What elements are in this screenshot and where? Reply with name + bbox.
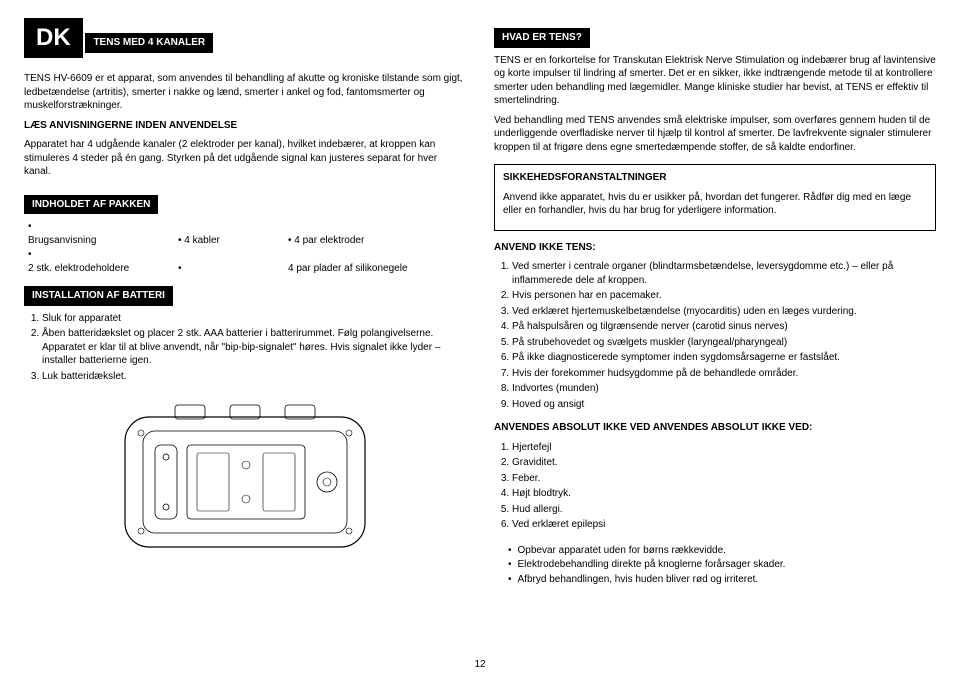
do-not-use-list: Ved smerter i centrale organer (blindtar… (494, 260, 936, 411)
dont-3: Ved erklæret hjertemuskelbetændelse (myo… (512, 305, 936, 319)
heading-do-not-use: ANVEND IKKE TENS: (494, 241, 936, 255)
heading-what-is-tens: HVAD ER TENS? (494, 28, 590, 48)
contents-r2c3: 4 par plader af silikonegele (288, 262, 466, 276)
left-column: DK TENS MED 4 KANALER TENS HV-6609 er et… (24, 18, 466, 587)
dont-4: På halspulsåren og tilgrænsende nerver (… (512, 320, 936, 334)
install-step-3: Luk batteridækslet. (42, 370, 466, 384)
heading-battery-install: INSTALLATION AF BATTERI (24, 286, 173, 306)
abs-3: Feber. (512, 472, 936, 486)
right-column: HVAD ER TENS? TENS er en forkortelse for… (494, 18, 936, 587)
contents-r2c1: 2 stk. elektrodeholdere (28, 262, 178, 276)
device-svg (115, 397, 375, 557)
extra-1: Opbevar apparatet uden for børns rækkevi… (508, 544, 936, 558)
dont-1: Ved smerter i centrale organer (blindtar… (512, 260, 936, 287)
safety-text: Anvend ikke apparatet, hvis du er usikke… (503, 191, 927, 218)
what-paragraph-1: TENS er en forkortelse for Transkutan El… (494, 54, 936, 108)
safety-box: SIKKEHEDSFORANSTALTNINGER Anvend ikke ap… (494, 164, 936, 231)
extra-2: Elektrodebehandling direkte på knoglerne… (508, 558, 936, 572)
install-steps: Sluk for apparatet Åben batteridækslet o… (24, 312, 466, 384)
read-instructions-heading: LÆS ANVISNINGERNE INDEN ANVENDELSE (24, 119, 466, 133)
dont-6: På ikke diagnosticerede symptomer inden … (512, 351, 936, 365)
dont-7: Hvis der forekommer hudsygdomme på de be… (512, 367, 936, 381)
extra-3: Afbryd behandlingen, hvis huden bliver r… (508, 573, 936, 587)
page-number: 12 (474, 658, 485, 672)
dont-2: Hvis personen har en pacemaker. (512, 289, 936, 303)
heading-tens-4-channels: TENS MED 4 KANALER (85, 33, 213, 53)
device-illustration (24, 397, 466, 562)
heading-package-contents: INDHOLDET AF PAKKEN (24, 195, 158, 215)
install-step-1: Sluk for apparatet (42, 312, 466, 326)
abs-5: Hud allergi. (512, 503, 936, 517)
abs-1: Hjertefejl (512, 441, 936, 455)
intro-paragraph: TENS HV-6609 er et apparat, som anvendes… (24, 72, 466, 113)
abs-2: Graviditet. (512, 456, 936, 470)
contents-r2c2: • (178, 262, 288, 276)
heading-absolutely-not: ANVENDES ABSOLUT IKKE VED ANVENDES ABSOL… (494, 421, 936, 435)
apparatus-description: Apparatet har 4 udgående kanaler (2 elek… (24, 138, 466, 179)
install-step-2: Åben batteridækslet og placer 2 stk. AAA… (42, 327, 466, 368)
language-badge: DK (24, 18, 83, 58)
contents-r1c3: • 4 par elektroder (288, 234, 466, 248)
extra-notes: Opbevar apparatet uden for børns rækkevi… (494, 544, 936, 587)
absolutely-not-list: Hjertefejl Graviditet. Feber. Højt blodt… (494, 441, 936, 532)
contents-r1c1: Brugsanvisning (28, 234, 178, 248)
dont-8: Indvortes (munden) (512, 382, 936, 396)
abs-4: Højt blodtryk. (512, 487, 936, 501)
contents-r1c2: • 4 kabler (178, 234, 288, 248)
what-paragraph-2: Ved behandling med TENS anvendes små ele… (494, 114, 936, 155)
safety-heading: SIKKEHEDSFORANSTALTNINGER (503, 171, 927, 185)
dont-9: Hoved og ansigt (512, 398, 936, 412)
abs-6: Ved erklæret epilepsi (512, 518, 936, 532)
contents-list: Brugsanvisning • 4 kabler • 4 par elektr… (24, 220, 466, 275)
dont-5: På strubehovedet og svælgets muskler (la… (512, 336, 936, 350)
